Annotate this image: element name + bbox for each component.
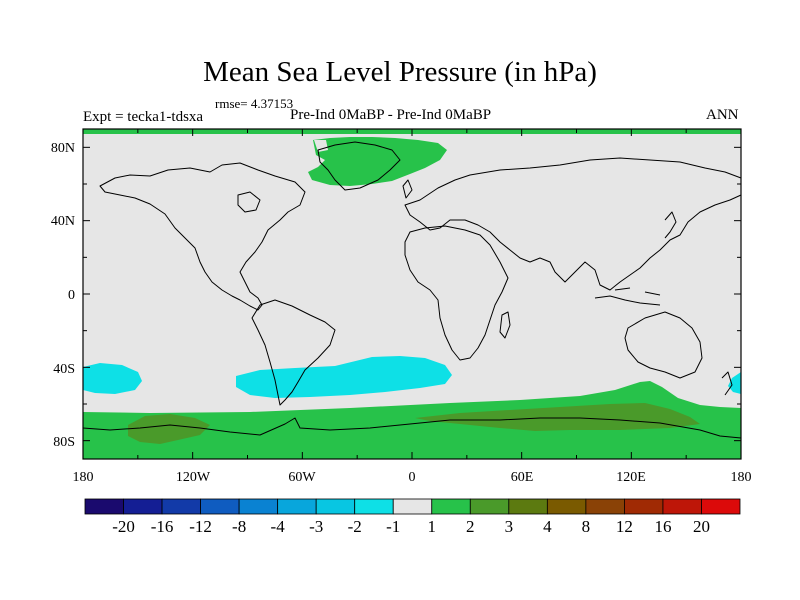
lon-label-60w: 60W [288,470,316,485]
colorbar-swatch [662,498,702,515]
colorbar-swatch [624,498,664,515]
lon-label-60e: 60E [511,470,534,485]
colorbar-label: -20 [112,517,135,536]
colorbar-swatch [161,498,201,515]
colorbar-swatch [277,498,317,515]
lon-label-180w: 180 [73,470,94,485]
lat-label-80s: 80S [53,435,75,450]
coast-uk [402,179,413,199]
coast-greenland [317,141,401,191]
experiment-label: Expt = tecka1-tdsxa [83,109,204,125]
colorbar-label: -3 [309,517,323,536]
colorbar-label: 4 [543,517,552,536]
lon-label-0: 0 [409,470,416,485]
colorbar-label: 12 [616,517,633,536]
colorbar-label: -2 [348,517,362,536]
coast-eurasia [404,157,742,291]
coast-antarctica [82,417,742,439]
colorbar-swatch [315,498,356,515]
colorbar-label: 8 [582,517,591,536]
antarctic-high-region-east [415,403,700,431]
colorbar-swatch [392,498,433,515]
coast-north-america [99,162,306,311]
colorbar-label: 20 [693,517,710,536]
colorbar-label: 3 [505,517,514,536]
colorbar-swatch [546,498,587,515]
lat-label-0: 0 [68,288,75,303]
greenland-positive-region [308,137,447,186]
lon-label-180e: 180 [731,470,752,485]
map-title: Mean Sea Level Pressure (in hPa) [203,56,597,88]
coast-africa [404,225,509,361]
coast-australia [624,311,703,379]
antarctic-high-region-west [128,414,210,444]
coast-south-america [251,299,336,406]
colorbar-swatch [238,498,279,515]
south-pacific-negative-region [83,363,142,394]
lat-label-40n: 40N [51,214,75,229]
comparison-label: Pre-Ind 0MaBP - Pre-Ind 0MaBP [290,107,492,123]
colorbar-swatch [200,498,240,515]
axis-ticks [82,129,742,459]
colorbar-label: 2 [466,517,475,536]
coastlines [82,141,742,439]
coast-hudson-bay [237,191,261,213]
colorbar [84,498,741,515]
colorbar-swatch [431,498,471,515]
coast-indonesia [594,287,661,306]
greenland-gap [314,140,328,152]
lat-label-40s: 40S [53,362,75,377]
colorbar-swatch [84,498,124,515]
coast-japan [664,211,677,239]
south-atlantic-negative-region [236,356,452,398]
southern-ocean-positive-band [83,381,741,459]
coast-new-zealand [721,371,733,396]
colorbar-label: 1 [428,517,437,536]
indian-ocean-negative-region [728,372,741,394]
rmse-label: rmse= 4.37153 [215,96,294,111]
colorbar-label: -4 [271,517,286,536]
lat-label-80n: 80N [51,141,75,156]
colorbar-swatch [701,498,741,515]
colorbar-swatch [508,498,548,515]
colorbar-swatch [469,498,510,515]
colorbar-swatch [354,498,394,515]
colorbar-swatch [123,498,163,515]
coast-madagascar [499,311,511,339]
season-label: ANN [706,107,739,123]
lon-label-120e: 120E [616,470,646,485]
colorbar-label: -12 [189,517,212,536]
lon-label-120w: 120W [176,470,211,485]
colorbar-labels: -20 -16 -12 -8 -4 -3 -2 -1 1 2 3 4 8 12 16 20 [112,517,710,536]
colorbar-label: -8 [232,517,246,536]
colorbar-swatch [585,498,625,515]
colorbar-label: -16 [151,517,174,536]
colorbar-label: -1 [386,517,400,536]
colorbar-label: 16 [654,517,671,536]
